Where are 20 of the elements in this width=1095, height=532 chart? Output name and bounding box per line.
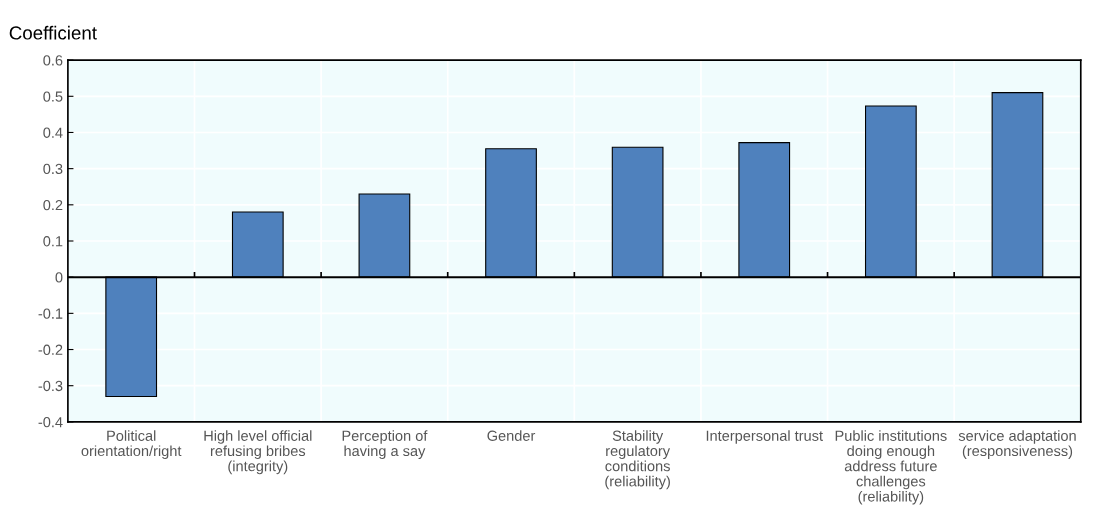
y-tick-label: 0.6: [43, 55, 63, 66]
y-tick-label: 0.2: [43, 199, 63, 211]
x-tick-label: High level official refusing bribes (integrity): [204, 430, 312, 475]
y-tick-label: -0.2: [38, 344, 63, 355]
x-tick-label: Perception of having a say: [342, 430, 428, 459]
y-tick-label: -0.3: [38, 380, 63, 392]
y-tick-label: 0.3: [43, 163, 63, 175]
y-tick-label: 0.5: [43, 91, 63, 102]
x-tick-label: Public institutions doing enough address future challenges (reliability): [835, 430, 947, 505]
y-tick-label: 0: [55, 272, 63, 283]
x-tick-label: Political orientation/right: [81, 430, 182, 459]
y-tick-label: 0.4: [43, 127, 63, 138]
x-tick-label: Interpersonal trust: [706, 430, 823, 444]
x-tick-label: Stability regulatory conditions (reliability): [605, 430, 671, 490]
y-tick-label: 0.1: [43, 236, 63, 247]
y-axis-title: Coefficient: [9, 25, 97, 40]
y-tick-label: -0.4: [38, 416, 63, 428]
y-tick-label: -0.1: [38, 308, 63, 319]
x-tick-label: service adaptation (responsiveness): [958, 430, 1076, 459]
x-tick-label: Gender: [487, 430, 536, 441]
